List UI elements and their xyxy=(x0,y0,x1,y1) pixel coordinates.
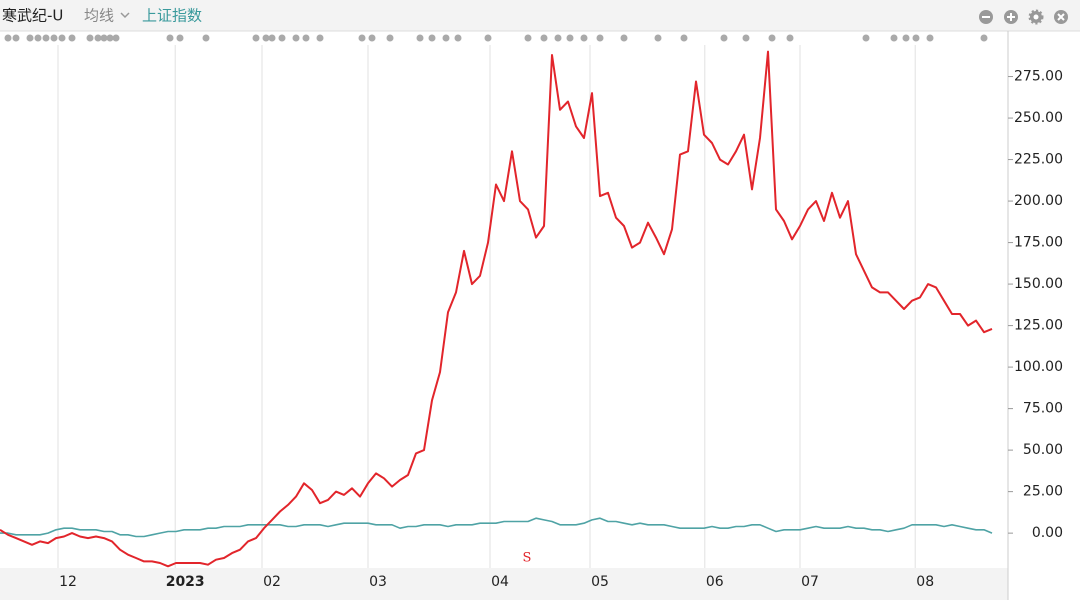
x-tick-label: 08 xyxy=(916,574,934,590)
y-tick-label: 100.00 xyxy=(1014,359,1063,375)
event-dot xyxy=(720,34,728,42)
x-tick-label: 03 xyxy=(369,574,387,590)
event-dot xyxy=(580,34,588,42)
y-tick-label: 150.00 xyxy=(1014,276,1063,292)
event-dot xyxy=(316,34,324,42)
event-dot xyxy=(262,34,270,42)
event-dot xyxy=(112,34,120,42)
event-dot xyxy=(100,34,108,42)
event-dot xyxy=(416,34,424,42)
x-axis-band xyxy=(0,568,1008,600)
event-dot xyxy=(252,34,260,42)
x-tick-label: 04 xyxy=(491,574,509,590)
y-tick-label: 25.00 xyxy=(1023,484,1063,500)
y-tick-label: 275.00 xyxy=(1014,69,1063,85)
event-dot xyxy=(902,34,910,42)
event-dot xyxy=(742,34,750,42)
event-dot xyxy=(94,34,102,42)
event-dot xyxy=(106,34,114,42)
y-tick-label: 200.00 xyxy=(1014,193,1063,209)
event-dot xyxy=(654,34,662,42)
event-dot xyxy=(428,34,436,42)
y-tick-label: 125.00 xyxy=(1014,318,1063,334)
event-dot xyxy=(278,34,286,42)
icon-glyph xyxy=(1057,13,1065,21)
event-dot xyxy=(980,34,988,42)
event-dot xyxy=(484,34,492,42)
header-bar xyxy=(0,0,1080,31)
event-dot xyxy=(34,34,42,42)
x-tick-label: 12 xyxy=(59,574,77,590)
event-dot xyxy=(454,34,462,42)
event-dot xyxy=(26,34,34,42)
signal-marker: S xyxy=(523,551,532,566)
y-tick-label: 50.00 xyxy=(1023,442,1063,458)
y-tick-label: 250.00 xyxy=(1014,110,1063,126)
event-dot xyxy=(554,34,562,42)
event-dot xyxy=(862,34,870,42)
event-dot xyxy=(620,34,628,42)
x-tick-label: 02 xyxy=(263,574,281,590)
event-dot xyxy=(166,34,174,42)
event-dot xyxy=(768,34,776,42)
event-dot xyxy=(268,34,276,42)
y-tick-label: 175.00 xyxy=(1014,235,1063,251)
event-dot xyxy=(4,34,12,42)
icon-glyph xyxy=(982,16,990,18)
event-dot xyxy=(358,34,366,42)
icon-glyph xyxy=(1007,13,1015,21)
event-dot xyxy=(50,34,58,42)
stock-name: 寒武纪-U xyxy=(2,7,63,25)
event-dot xyxy=(540,34,548,42)
index-name[interactable]: 上证指数 xyxy=(142,7,202,25)
event-dot xyxy=(442,34,450,42)
event-dot xyxy=(176,34,184,42)
event-dot xyxy=(680,34,688,42)
event-dot xyxy=(292,34,300,42)
event-dot xyxy=(86,34,94,42)
y-tick-label: 225.00 xyxy=(1014,152,1063,168)
event-dot xyxy=(58,34,66,42)
event-dot xyxy=(12,34,20,42)
ma-label[interactable]: 均线 xyxy=(84,7,114,25)
event-dot xyxy=(386,34,394,42)
event-dots xyxy=(4,34,988,42)
event-dot xyxy=(596,34,604,42)
event-dot xyxy=(786,34,794,42)
event-dot xyxy=(524,34,532,42)
toolbar xyxy=(979,9,1068,25)
event-dot xyxy=(42,34,50,42)
x-tick-label: 07 xyxy=(801,574,819,590)
event-dot xyxy=(302,34,310,42)
event-dot xyxy=(368,34,376,42)
x-tick-label: 06 xyxy=(706,574,724,590)
event-dot xyxy=(912,34,920,42)
x-tick-label: 05 xyxy=(591,574,609,590)
series-line xyxy=(0,517,993,538)
dropdown-icon[interactable] xyxy=(120,12,130,19)
x-tick-label: 2023 xyxy=(166,574,205,590)
series-line xyxy=(0,50,993,568)
event-dot xyxy=(926,34,934,42)
event-dot xyxy=(68,34,76,42)
event-dot xyxy=(890,34,898,42)
event-dot xyxy=(202,34,210,42)
y-tick-label: 0.00 xyxy=(1032,525,1063,541)
event-dot xyxy=(566,34,574,42)
y-tick-label: 75.00 xyxy=(1023,401,1063,417)
icon-glyph xyxy=(1033,14,1039,20)
